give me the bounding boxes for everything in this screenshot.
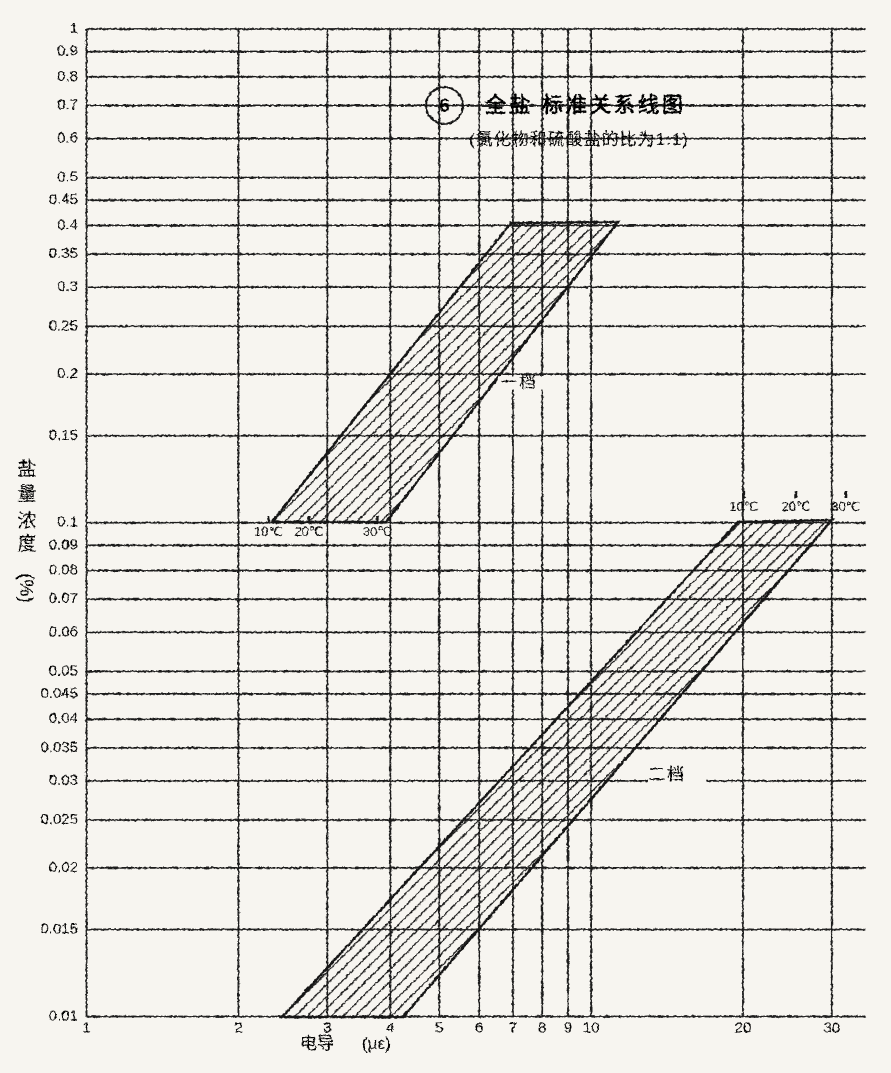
svg-text:20℃: 20℃ <box>781 499 810 514</box>
svg-text:盐: 盐 <box>17 458 36 480</box>
svg-text:10℃: 10℃ <box>729 499 758 514</box>
svg-text:0.03: 0.03 <box>49 772 78 789</box>
svg-text:30℃: 30℃ <box>831 499 860 514</box>
svg-text:1: 1 <box>82 1019 90 1036</box>
svg-text:30℃: 30℃ <box>363 524 392 539</box>
svg-text:0.02: 0.02 <box>49 859 78 876</box>
svg-text:0.8: 0.8 <box>57 68 78 85</box>
svg-text:(με): (με) <box>362 1034 391 1053</box>
svg-text:度: 度 <box>17 533 36 555</box>
svg-text:(%): (%) <box>15 573 36 603</box>
svg-text:10℃: 10℃ <box>254 524 283 539</box>
svg-text:7: 7 <box>509 1019 517 1036</box>
svg-text:2: 2 <box>234 1019 242 1036</box>
svg-text:一档: 一档 <box>500 373 538 392</box>
svg-text:0.05: 0.05 <box>49 662 78 679</box>
svg-text:0.015: 0.015 <box>40 921 78 938</box>
svg-text:1: 1 <box>70 20 78 37</box>
svg-text:6: 6 <box>475 1019 483 1036</box>
svg-text:0.35: 0.35 <box>49 245 78 262</box>
svg-text:(氯化物和硫酸盐的比为1:1): (氯化物和硫酸盐的比为1:1) <box>469 130 689 149</box>
svg-text:0.9: 0.9 <box>57 43 78 60</box>
svg-text:20℃: 20℃ <box>294 524 323 539</box>
svg-text:浓: 浓 <box>17 510 36 532</box>
svg-text:量: 量 <box>17 484 36 505</box>
svg-text:二档: 二档 <box>648 765 686 784</box>
svg-text:0.6: 0.6 <box>57 130 78 147</box>
svg-text:0.07: 0.07 <box>49 590 78 607</box>
svg-text:8: 8 <box>538 1019 546 1036</box>
svg-text:0.09: 0.09 <box>49 536 78 553</box>
svg-text:0.2: 0.2 <box>57 365 78 382</box>
svg-text:0.15: 0.15 <box>49 427 78 444</box>
svg-text:5: 5 <box>435 1019 443 1036</box>
svg-text:0.3: 0.3 <box>57 278 78 295</box>
svg-text:全盐 标准关系线图: 全盐 标准关系线图 <box>484 93 686 117</box>
svg-text:20: 20 <box>735 1019 752 1036</box>
svg-text:0.08: 0.08 <box>49 562 78 579</box>
svg-text:0.4: 0.4 <box>57 216 78 233</box>
svg-text:0.045: 0.045 <box>40 685 78 702</box>
svg-text:0.7: 0.7 <box>57 96 78 113</box>
svg-text:0.1: 0.1 <box>57 514 78 531</box>
svg-text:6: 6 <box>439 96 450 117</box>
svg-text:30: 30 <box>823 1019 840 1036</box>
svg-text:10: 10 <box>583 1019 600 1036</box>
svg-text:0.04: 0.04 <box>49 710 78 727</box>
svg-text:0.035: 0.035 <box>40 739 78 756</box>
svg-text:0.45: 0.45 <box>49 191 78 208</box>
svg-text:0.25: 0.25 <box>49 317 78 334</box>
svg-text:9: 9 <box>564 1019 572 1036</box>
svg-text:0.5: 0.5 <box>57 169 78 186</box>
svg-text:0.025: 0.025 <box>40 811 78 828</box>
svg-text:0.06: 0.06 <box>49 623 78 640</box>
svg-text:电导: 电导 <box>300 1034 334 1053</box>
svg-text:0.01: 0.01 <box>49 1007 78 1024</box>
